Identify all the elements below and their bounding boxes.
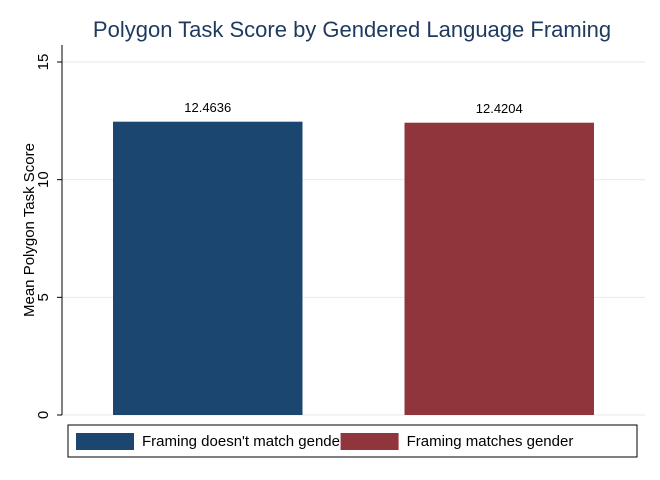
legend-swatch: [340, 433, 399, 450]
legend-label: Framing matches gender: [407, 433, 574, 450]
bar: [404, 122, 594, 415]
value-label: 12.4204: [476, 101, 523, 116]
y-tick-label: 5: [35, 293, 52, 301]
legend-label: Framing doesn't match gender: [142, 433, 345, 450]
y-tick-label: 0: [35, 411, 52, 419]
legend-swatch: [76, 433, 134, 450]
y-tick-label: 10: [35, 171, 52, 188]
chart-title: Polygon Task Score by Gendered Language …: [93, 17, 611, 42]
value-label: 12.4636: [184, 100, 231, 115]
y-axis-title: Mean Polygon Task Score: [21, 143, 38, 317]
bar: [113, 121, 303, 416]
y-tick-label: 15: [35, 54, 52, 71]
